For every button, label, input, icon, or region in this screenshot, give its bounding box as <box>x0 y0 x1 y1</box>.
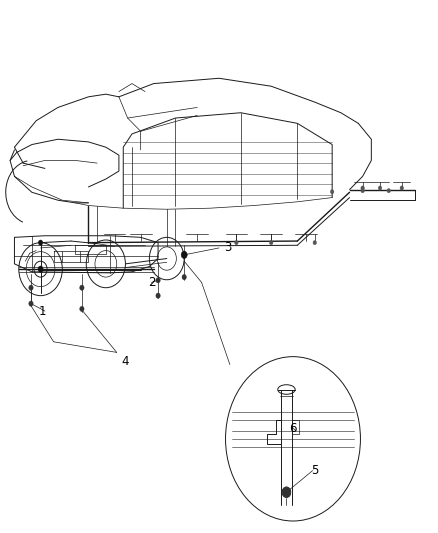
Text: 4: 4 <box>122 356 129 368</box>
Text: 1: 1 <box>39 305 46 318</box>
Circle shape <box>330 190 334 194</box>
Circle shape <box>313 240 317 245</box>
Circle shape <box>80 306 84 312</box>
Text: 2: 2 <box>148 276 155 289</box>
Circle shape <box>156 293 160 298</box>
Text: 5: 5 <box>311 464 318 477</box>
Circle shape <box>181 251 187 259</box>
Circle shape <box>80 285 84 290</box>
Circle shape <box>400 186 403 190</box>
Circle shape <box>361 186 364 190</box>
Text: 3: 3 <box>224 241 231 254</box>
Circle shape <box>156 278 160 283</box>
Circle shape <box>235 240 238 245</box>
Circle shape <box>29 301 33 306</box>
Circle shape <box>39 240 43 245</box>
Circle shape <box>361 189 364 193</box>
Circle shape <box>387 189 391 193</box>
Circle shape <box>29 285 33 290</box>
Circle shape <box>269 240 273 245</box>
Circle shape <box>378 186 382 190</box>
Text: 6: 6 <box>289 422 297 435</box>
Circle shape <box>38 266 43 272</box>
Circle shape <box>282 487 291 497</box>
Circle shape <box>182 274 186 280</box>
